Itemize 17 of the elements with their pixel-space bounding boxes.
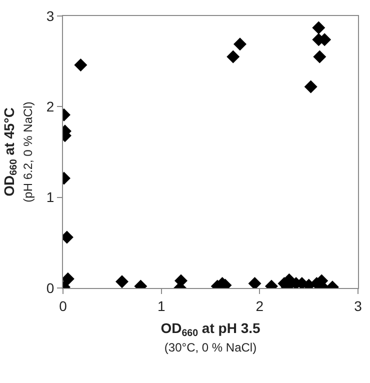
point [248,276,262,288]
point [74,58,88,72]
point [226,50,240,64]
y-tick-label: 2 [46,98,54,115]
x-tick-label: 3 [354,298,362,314]
point [313,50,326,64]
x-axis-title: OD$_{660}$ at pH 3.5 (30°C, 0 % NaCl) [160,320,261,354]
x-tick-label: 1 [157,298,166,314]
y-tick-label: 1 [46,189,54,206]
y-tick-label: 3 [46,8,54,24]
point [234,38,246,51]
x-tick-label: 0 [59,298,68,314]
point [116,275,128,288]
point [304,80,318,94]
y-tick-label: 0 [46,280,54,296]
point [312,21,326,34]
x-tick-label: 2 [256,298,264,314]
